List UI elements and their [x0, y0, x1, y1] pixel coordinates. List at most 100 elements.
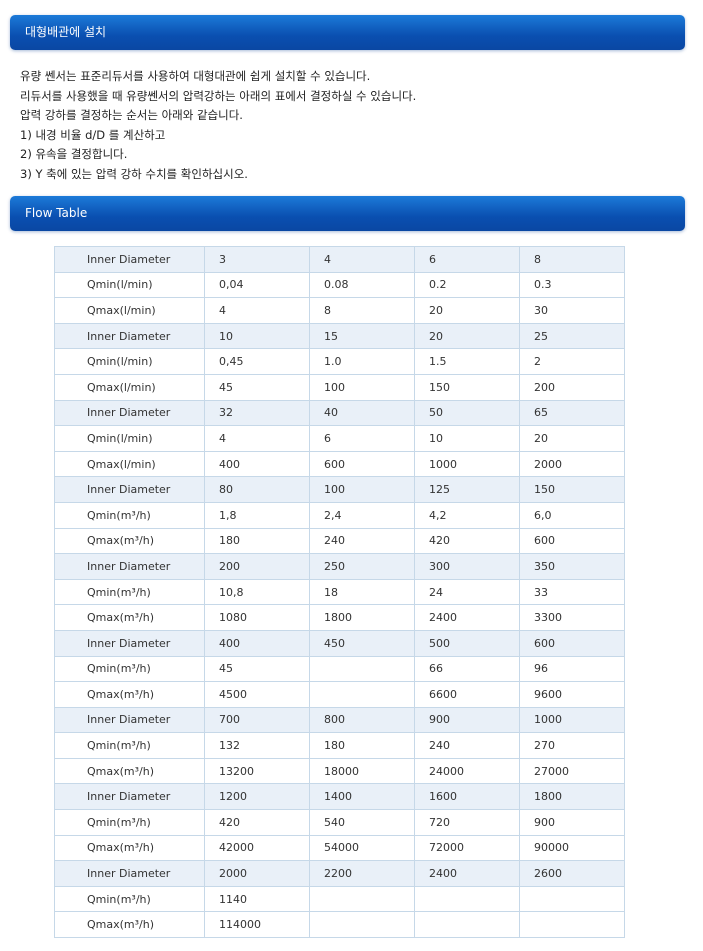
table-cell: 24000	[414, 757, 520, 785]
table-cell: 9600	[519, 681, 625, 708]
table-cell: 54000	[309, 834, 415, 862]
table-cell: 250	[309, 553, 415, 580]
table-cell: 420	[414, 527, 520, 555]
table-cell: 150	[519, 476, 625, 503]
section-title: Flow Table	[25, 206, 88, 220]
table-cell: 3300	[519, 604, 625, 631]
table-cell: 18	[309, 578, 415, 606]
row-label: Qmin(m³/h)	[54, 655, 205, 683]
row-label: Qmin(m³/h)	[54, 732, 205, 759]
table-cell: 600	[519, 527, 625, 555]
table-row: Qmin(m³/h) 45 66 96	[54, 655, 625, 683]
table-cell: 240	[414, 732, 520, 759]
table-cell	[414, 911, 520, 939]
table-cell: 30	[519, 297, 625, 324]
row-label: Qmin(m³/h)	[54, 809, 205, 836]
table-cell: 45	[204, 655, 310, 683]
table-cell: 4	[204, 297, 310, 324]
table-cell: 1.5	[414, 348, 520, 375]
table-row: Qmax(m³/h) 1080 1800 2400 3300	[54, 604, 625, 631]
row-label: Inner Diameter	[54, 553, 205, 580]
table-cell: 1.0	[309, 348, 415, 375]
table-cell: 65	[519, 399, 625, 427]
table-cell: 1400	[309, 783, 415, 811]
row-label: Qmax(m³/h)	[54, 527, 205, 555]
row-label: Qmin(l/min)	[54, 425, 205, 452]
table-row-diameter: Inner Diameter 3 4 6 8	[54, 246, 625, 273]
table-cell	[519, 885, 625, 913]
table-cell: 420	[204, 809, 310, 836]
table-row-diameter: Inner Diameter 400 450 500 600	[54, 629, 625, 657]
table-cell: 2000	[204, 860, 310, 887]
table-cell: 1800	[309, 604, 415, 631]
table-cell: 180	[309, 732, 415, 759]
row-label: Inner Diameter	[54, 476, 205, 503]
table-cell: 350	[519, 553, 625, 580]
row-label: Inner Diameter	[54, 246, 205, 273]
table-row: Qmax(l/min) 400 600 1000 2000	[54, 450, 625, 478]
table-cell: 540	[309, 809, 415, 836]
row-label: Qmin(m³/h)	[54, 885, 205, 913]
table-cell: 32	[204, 399, 310, 427]
table-cell: 400	[204, 629, 310, 657]
table-cell: 6600	[414, 681, 520, 708]
section-header-installation: 대형배관에 설치	[10, 15, 685, 50]
row-label: Qmin(m³/h)	[54, 578, 205, 606]
table-cell: 0,04	[204, 271, 310, 299]
flow-table: Inner Diameter 3 4 6 8 Qmin(l/min) 0,04 0.08 0.2…	[54, 246, 625, 939]
intro-step: 1) 내경 비율 d/D 를 계산하고	[20, 127, 166, 142]
table-cell: 2400	[414, 604, 520, 631]
table-cell: 10,8	[204, 578, 310, 606]
row-label: Inner Diameter	[54, 860, 205, 887]
table-cell: 720	[414, 809, 520, 836]
table-cell: 80	[204, 476, 310, 503]
table-cell: 2400	[414, 860, 520, 887]
row-label: Inner Diameter	[54, 783, 205, 811]
table-row: Qmax(l/min) 4 8 20 30	[54, 297, 625, 324]
table-cell: 800	[309, 706, 415, 734]
table-cell: 25	[519, 322, 625, 350]
table-cell: 20	[519, 425, 625, 452]
table-cell	[309, 885, 415, 913]
table-cell: 13200	[204, 757, 310, 785]
table-cell	[309, 681, 415, 708]
table-cell: 10	[204, 322, 310, 350]
table-cell: 150	[414, 373, 520, 401]
table-row: Qmin(m³/h) 10,8 18 24 33	[54, 578, 625, 606]
table-cell: 270	[519, 732, 625, 759]
table-row-diameter: Inner Diameter 10 15 20 25	[54, 322, 625, 350]
intro-line: 유량 쎈서는 표준리듀서를 사용하여 대형대관에 쉽게 설치할 수 있습니다.	[20, 69, 371, 83]
table-cell: 180	[204, 527, 310, 555]
table-cell: 6	[414, 246, 520, 273]
row-label: Qmax(m³/h)	[54, 681, 205, 708]
table-cell: 600	[519, 629, 625, 657]
section-title: 대형배관에 설치	[25, 25, 107, 39]
table-cell: 27000	[519, 757, 625, 785]
table-cell: 33	[519, 578, 625, 606]
table-cell: 15	[309, 322, 415, 350]
table-cell: 1,8	[204, 501, 310, 529]
table-cell: 6	[309, 425, 415, 452]
table-cell: 240	[309, 527, 415, 555]
row-label: Inner Diameter	[54, 322, 205, 350]
table-row: Qmin(m³/h) 420 540 720 900	[54, 809, 625, 836]
table-cell: 0.08	[309, 271, 415, 299]
row-label: Qmax(m³/h)	[54, 834, 205, 862]
table-cell: 1000	[519, 706, 625, 734]
intro-line: 리듀서를 사용했을 때 유량쎈서의 압력강하는 아래의 표에서 결정하실 수 있…	[20, 88, 417, 103]
table-cell: 1000	[414, 450, 520, 478]
table-cell: 400	[204, 450, 310, 478]
table-cell: 96	[519, 655, 625, 683]
table-cell: 114000	[204, 911, 310, 939]
table-cell: 1600	[414, 783, 520, 811]
table-cell: 4	[309, 246, 415, 273]
table-row: Qmin(m³/h) 1140	[54, 885, 625, 913]
table-row: Qmin(m³/h) 132 180 240 270	[54, 732, 625, 759]
table-cell: 2600	[519, 860, 625, 887]
table-cell: 600	[309, 450, 415, 478]
table-cell: 2200	[309, 860, 415, 887]
table-cell: 450	[309, 629, 415, 657]
table-cell: 900	[414, 706, 520, 734]
table-cell: 2,4	[309, 501, 415, 529]
intro-step: 3) Y 축에 있는 압력 강하 수치를 확인하십시오.	[20, 166, 248, 181]
